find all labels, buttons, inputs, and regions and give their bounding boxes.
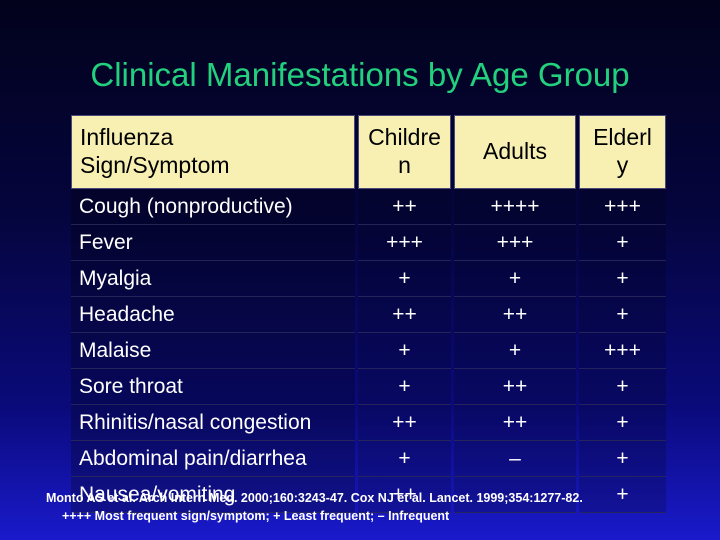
adults-value: ++ [454,369,576,405]
children-value: + [358,441,451,477]
header-adults: Adults [454,115,576,189]
elderly-value: +++ [579,189,666,225]
elderly-value: +++ [579,333,666,369]
elderly-value: + [579,369,666,405]
adults-value: ++ [454,405,576,441]
row-label: Headache [71,297,355,333]
children-value: + [358,333,451,369]
slide-title: Clinical Manifestations by Age Group [90,56,630,93]
row-label: Rhinitis/nasal congestion [71,405,355,441]
elderly-value: + [579,261,666,297]
citation-footnote: Monto AS et al. Arch Intern Med. 2000;16… [46,491,583,505]
children-value: ++ [358,297,451,333]
header-line: Influenza [80,124,174,151]
header-line: Sign/Symptom [80,152,230,178]
symptom-table: Influenza Sign/Symptom Childre n Adults … [71,115,666,513]
header-line: Childre [368,124,441,151]
elderly-value: + [579,225,666,261]
row-label: Myalgia [71,261,355,297]
header-line: y [616,152,629,178]
header-elderly: Elderl y [579,115,666,189]
elderly-value: + [579,297,666,333]
legend-footnote: ++++ Most frequent sign/symptom; + Least… [62,509,450,523]
row-label: Malaise [71,333,355,369]
adults-value: ++++ [454,189,576,225]
row-label: Nausea/vomiting [71,477,355,513]
header-children: Childre n [358,115,451,189]
adults-value: – [454,441,576,477]
elderly-value: + [579,405,666,441]
children-value: + [358,261,451,297]
header-line: Adults [483,138,547,165]
adults-value [454,477,576,513]
header-line: n [398,152,411,178]
children-value: ++ [358,189,451,225]
children-value: +++ [358,225,451,261]
adults-value: + [454,261,576,297]
row-label: Abdominal pain/diarrhea [71,441,355,477]
elderly-value: + [579,441,666,477]
adults-value: +++ [454,225,576,261]
header-line: Elderl [593,124,652,151]
row-label: Fever [71,225,355,261]
children-value: ++ [358,477,451,513]
adults-value: ++ [454,297,576,333]
children-value: + [358,369,451,405]
children-value: ++ [358,405,451,441]
row-label: Sore throat [71,369,355,405]
elderly-value: + [579,477,666,513]
header-sign-symptom: Influenza Sign/Symptom [71,115,355,189]
adults-value: + [454,333,576,369]
row-label: Cough (nonproductive) [71,189,355,225]
